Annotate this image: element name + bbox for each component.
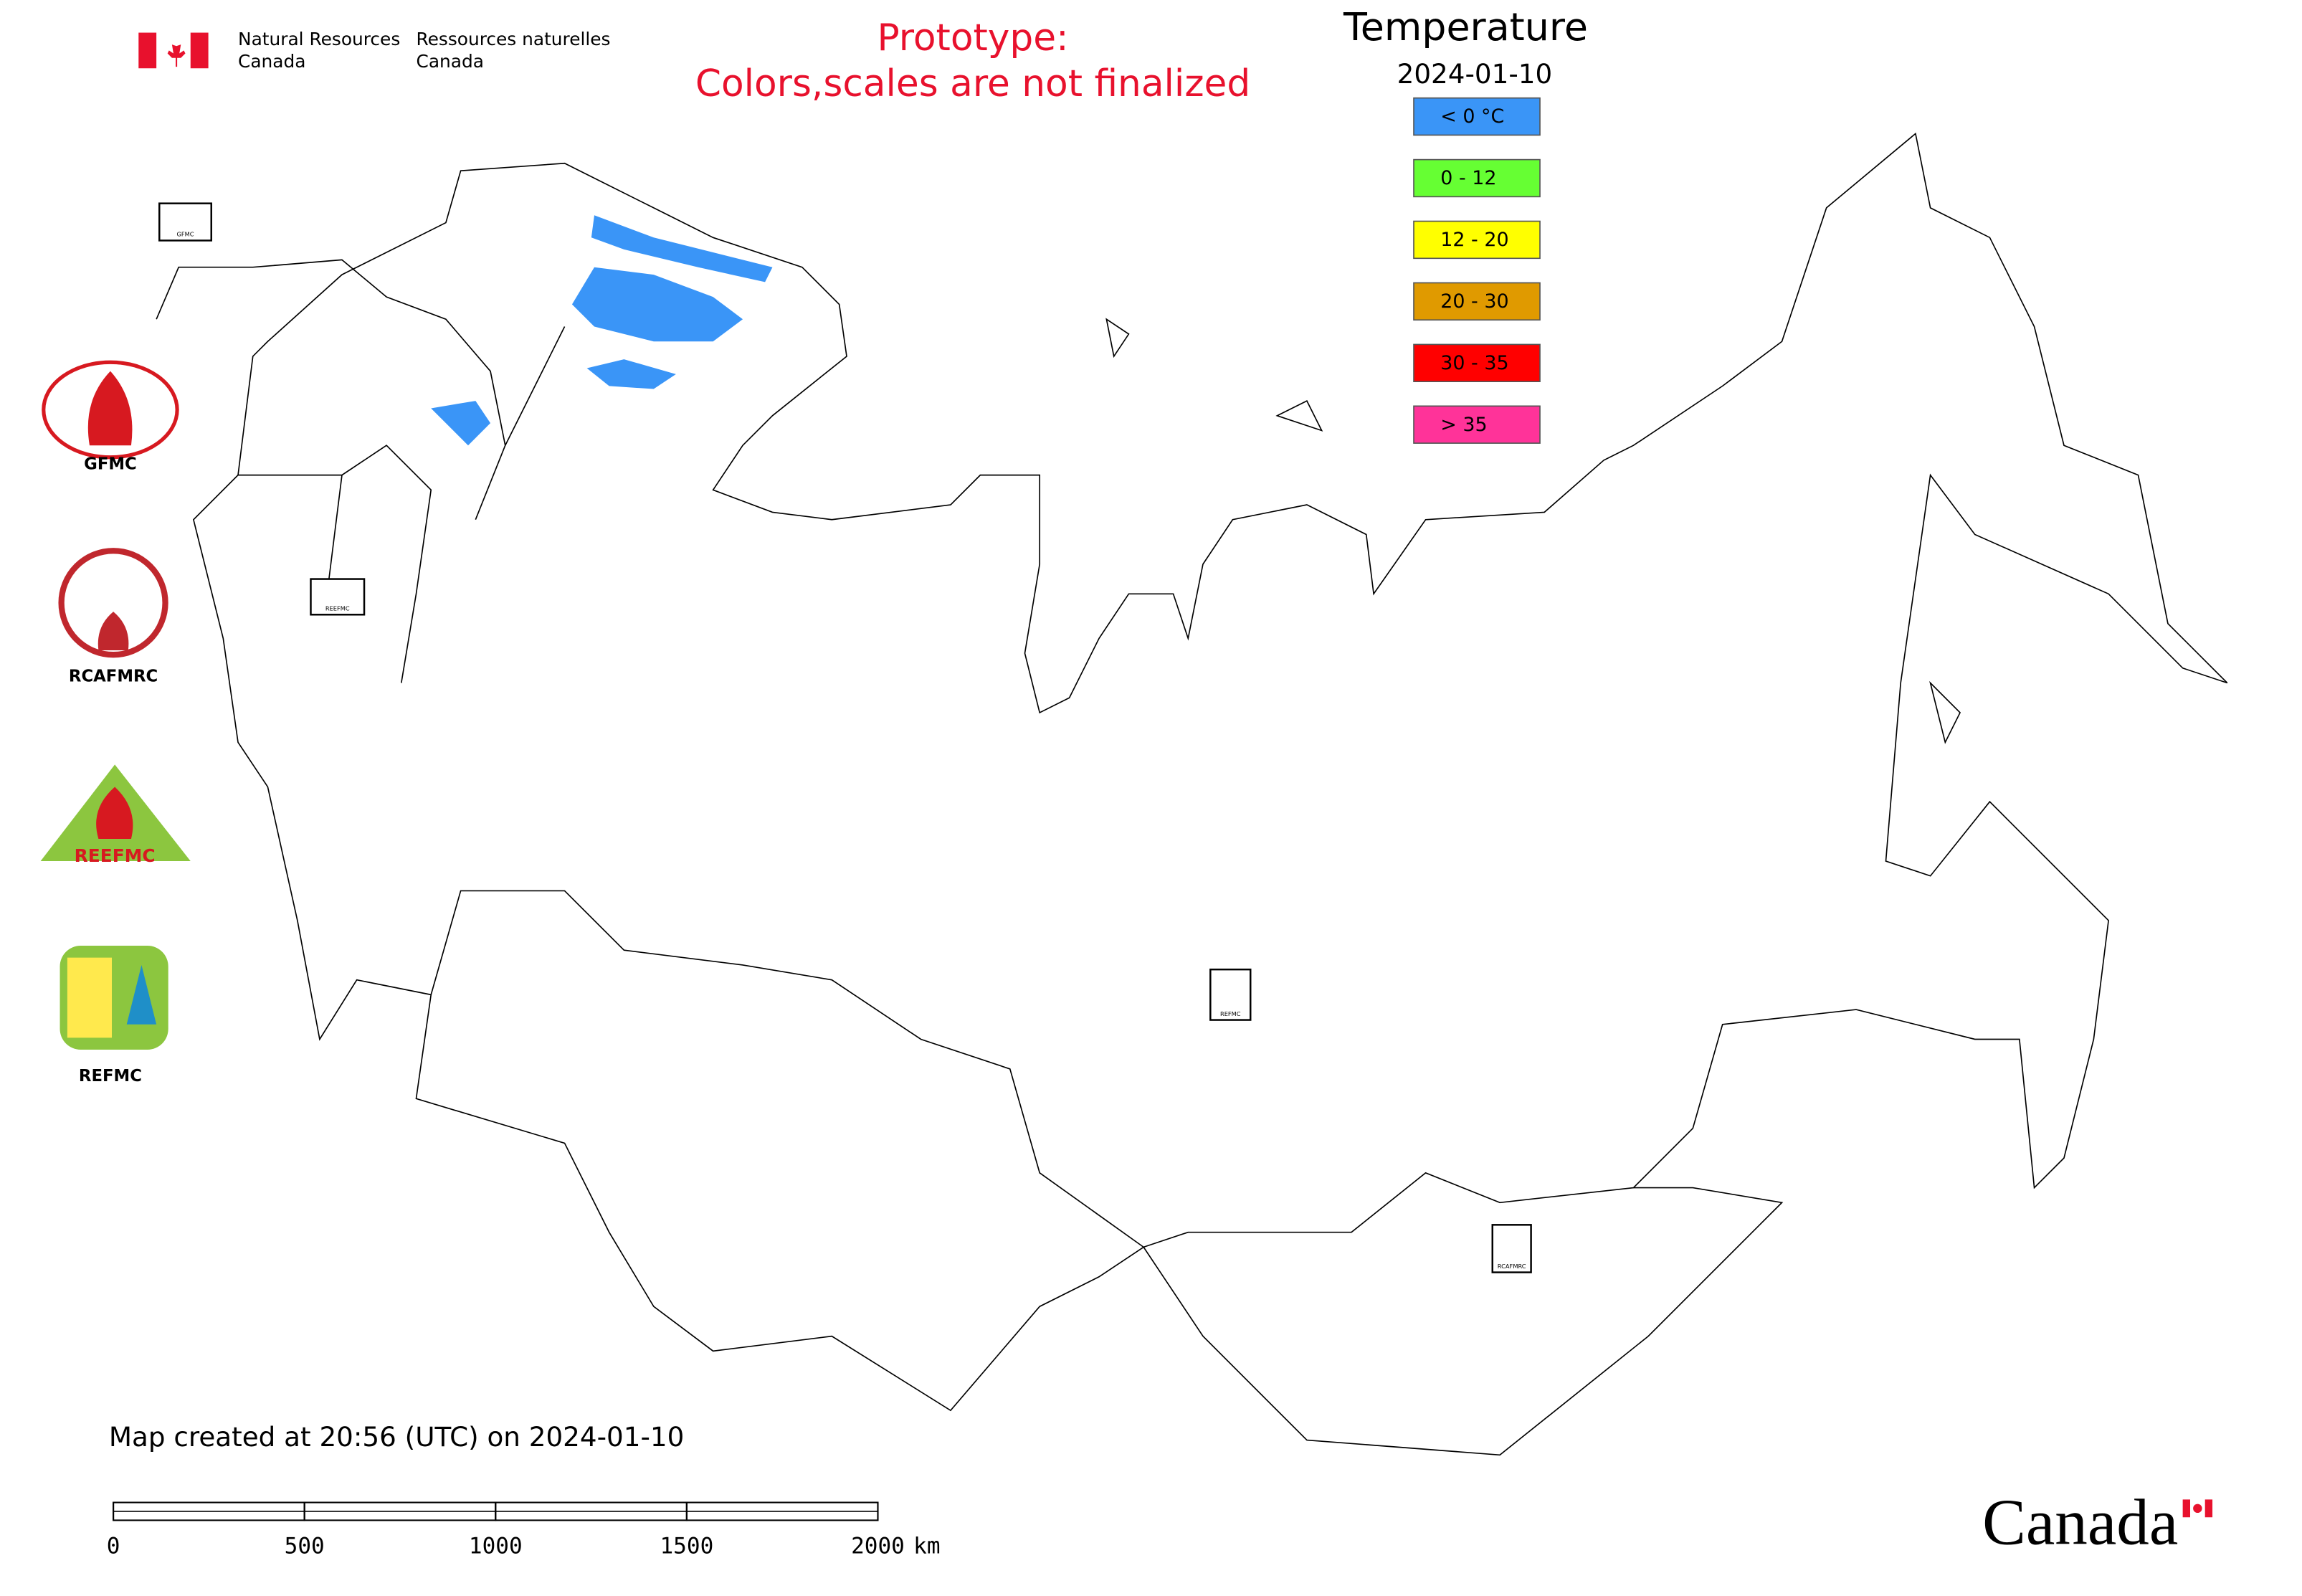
wordmark-flag xyxy=(2182,1499,2213,1518)
country-borders xyxy=(156,132,2228,1456)
notice-title: Prototype: xyxy=(877,16,1068,60)
logo-gfmc xyxy=(42,360,179,460)
temperature-area xyxy=(591,215,773,282)
map-markers: GFMC REEFMC REFMC RCAFMRC xyxy=(158,202,1532,1273)
legend-label: < 0 °C xyxy=(1440,105,1504,128)
flag-band xyxy=(2182,1499,2190,1518)
scale-label: 500 xyxy=(285,1534,325,1559)
logo-rcafmrc xyxy=(58,548,168,658)
marker-label: RCAFMRC xyxy=(1498,1263,1526,1270)
legend-label: > 35 xyxy=(1440,414,1487,436)
logo-label: RCAFMRC xyxy=(69,668,158,686)
marker-label: REFMC xyxy=(1220,1010,1241,1017)
marker-label: GFMC xyxy=(176,231,194,238)
logo-ring xyxy=(58,548,168,658)
islands xyxy=(1105,318,1961,744)
scandinavia xyxy=(156,259,506,521)
flag-band xyxy=(190,32,209,69)
marker-box xyxy=(1209,968,1252,1021)
kazakhstan xyxy=(415,994,1144,1412)
logo-labels: GFMC RCAFMRC REEFMC REFMC xyxy=(69,455,158,1086)
legend-label: 20 - 30 xyxy=(1440,290,1508,313)
legend-swatch xyxy=(1413,158,1541,198)
flag-band xyxy=(138,32,157,69)
logo-label: REFMC xyxy=(79,1067,142,1086)
logo-reefmc xyxy=(40,764,191,862)
legend-label: 30 - 35 xyxy=(1440,352,1508,374)
logo-refmc xyxy=(60,946,168,1050)
maple-leaf xyxy=(167,38,186,67)
department-en: Natural Resources xyxy=(238,29,400,49)
scale-unit: km xyxy=(913,1534,940,1559)
marker-box xyxy=(1491,1224,1532,1273)
marker-box xyxy=(158,202,212,242)
department-en: Canada xyxy=(238,51,305,72)
logo-stripes xyxy=(67,957,113,1038)
legend-label: 0 - 12 xyxy=(1440,167,1496,189)
legend-title: Temperature xyxy=(1343,4,1588,49)
temperature-areas xyxy=(431,215,773,446)
marker-box xyxy=(310,578,366,616)
scale-label: 1000 xyxy=(469,1534,523,1559)
scale-bar: 0 500 1000 1500 2000 km xyxy=(107,1501,941,1559)
legend-swatch xyxy=(1413,97,1541,136)
department-fr: Canada xyxy=(417,51,484,72)
scale-label: 0 xyxy=(107,1534,120,1559)
temperature-area xyxy=(571,267,743,342)
logo-label: GFMC xyxy=(84,455,137,474)
logo-tree xyxy=(126,964,157,1025)
created-note: Map created at 20:56 (UTC) on 2024-01-10 xyxy=(109,1421,684,1453)
maple-leaf xyxy=(2193,1504,2202,1514)
marker-label: REEFMC xyxy=(325,604,350,612)
scale-label: 2000 xyxy=(851,1534,905,1559)
temperature-area xyxy=(586,359,676,389)
legend-swatch xyxy=(1413,405,1541,444)
nrcan-signature: Natural Resources Canada Ressources natu… xyxy=(138,29,611,72)
legend-label: 12 - 20 xyxy=(1440,229,1508,251)
legend-swatch xyxy=(1413,220,1541,260)
legend-swatch xyxy=(1413,282,1541,321)
logo-flame xyxy=(97,612,129,650)
legend-date: 2024-01-10 xyxy=(1397,58,1553,90)
logo-label: REEFMC xyxy=(75,845,156,866)
scale-label: 1500 xyxy=(660,1534,713,1559)
department-fr: Ressources naturelles xyxy=(417,29,611,49)
canada-wordmark: Canada xyxy=(1982,1486,2178,1559)
inner-borders xyxy=(238,326,566,683)
logo-ring xyxy=(42,360,179,460)
legend-swatch xyxy=(1413,343,1541,382)
russia xyxy=(192,132,2228,1248)
flag-band xyxy=(2205,1499,2213,1518)
logo-flame xyxy=(96,787,133,839)
legend: < 0 °C 0 - 12 12 - 20 20 - 30 30 - 35 > 35 xyxy=(1413,97,1541,444)
temperature-area xyxy=(431,401,491,446)
notice-text: Colors,scales are not finalized xyxy=(695,62,1250,105)
mongolia xyxy=(1143,1187,1784,1456)
logo-flame xyxy=(87,371,133,446)
